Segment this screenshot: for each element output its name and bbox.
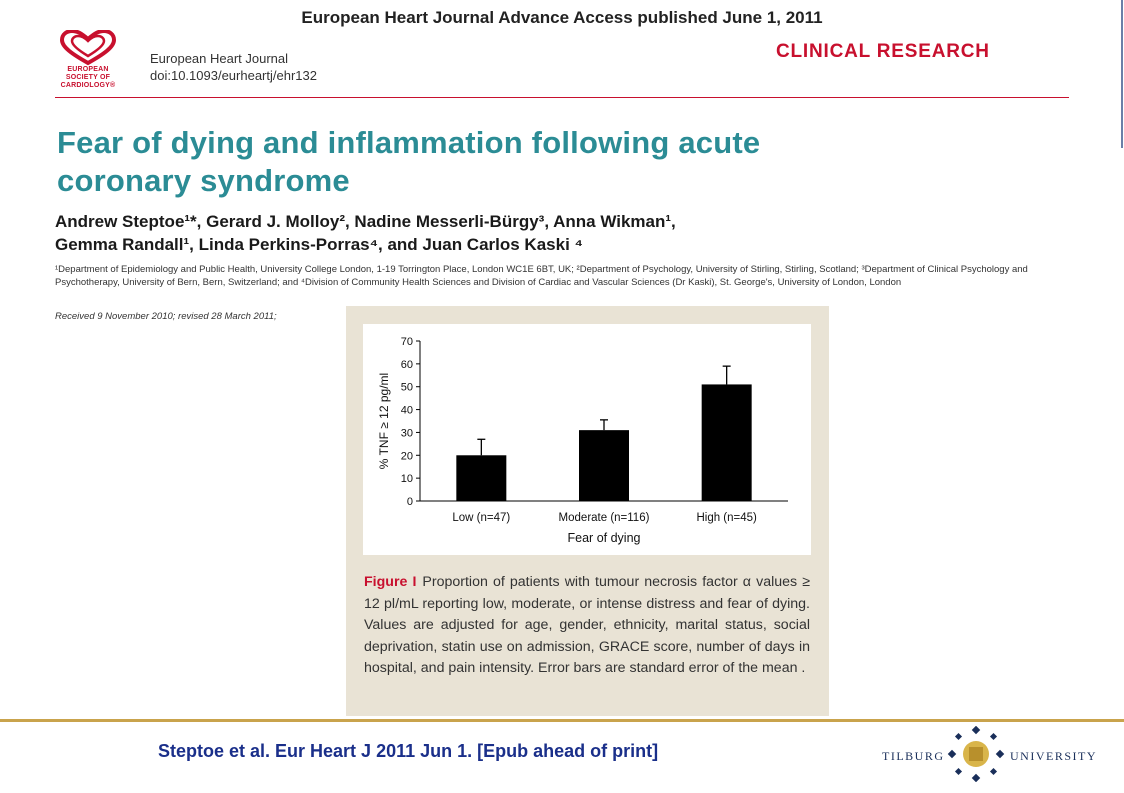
- x-axis-label: Fear of dying: [568, 531, 641, 545]
- authors-line-2: Gemma Randall¹, Linda Perkins-Porras⁴, a…: [55, 235, 583, 254]
- title-line-2: coronary syndrome: [57, 163, 350, 198]
- section-label: CLINICAL RESEARCH: [776, 41, 990, 62]
- tilburg-university-logo: TILBURG UNIVERSITY: [882, 726, 1096, 786]
- y-tick-label: 70: [401, 336, 413, 348]
- doi: doi:10.1093/eurheartj/ehr132: [150, 68, 317, 83]
- header-divider: [55, 97, 1069, 98]
- y-tick-label: 60: [401, 359, 413, 371]
- crest-icon: [947, 726, 1005, 782]
- y-tick-label: 0: [407, 496, 413, 508]
- y-tick-label: 30: [401, 427, 413, 439]
- journal-name: European Heart Journal: [150, 51, 289, 66]
- bar: [701, 384, 752, 501]
- x-tick-label: Moderate (n=116): [559, 512, 650, 524]
- y-tick-label: 10: [401, 473, 413, 485]
- university-name-left: TILBURG: [882, 749, 945, 763]
- y-tick-label: 20: [401, 450, 413, 462]
- bar: [456, 455, 507, 501]
- bar-chart: 0 10 20 30 40 50 60 70 Low (n=47) Moderate (n=116…: [377, 336, 788, 545]
- x-tick-label: Low (n=47): [452, 512, 510, 524]
- esc-logo: EUROPEAN SOCIETY OF CARDIOLOGY®: [52, 28, 124, 92]
- author-list: Andrew Steptoe¹*, Gerard J. Molloy², Nad…: [55, 210, 1075, 256]
- y-tick-label: 50: [401, 382, 413, 394]
- authors-line-1: Andrew Steptoe¹*, Gerard J. Molloy², Nad…: [55, 212, 676, 231]
- title-line-1: Fear of dying and inflammation following…: [57, 125, 761, 160]
- y-axis-label: % TNF ≥ 12 pg/ml: [377, 373, 391, 469]
- heart-logo-icon: [59, 28, 117, 66]
- figure-caption: Figure I Proportion of patients with tumo…: [364, 572, 810, 680]
- society-logo-text: EUROPEAN SOCIETY OF CARDIOLOGY®: [60, 66, 116, 89]
- received-dates: Received 9 November 2010; revised 28 Mar…: [55, 311, 277, 322]
- right-edge-bar: [1121, 0, 1123, 148]
- caption-text: Proportion of patients with tumour necro…: [364, 574, 810, 676]
- figure-label: Figure I: [364, 574, 417, 590]
- x-tick-label: High (n=45): [696, 512, 757, 524]
- footer-divider: [0, 719, 1124, 722]
- paper-title: Fear of dying and inflammation following…: [57, 124, 1067, 200]
- bar: [579, 430, 629, 501]
- affiliations: ¹Department of Epidemiology and Public H…: [55, 264, 1028, 288]
- chart-container: 0 10 20 30 40 50 60 70 Low (n=47) Moderate (n=116…: [363, 324, 811, 555]
- university-name-right: UNIVERSITY: [1010, 749, 1097, 763]
- journal-info: European Heart Journal doi:10.1093/eurhe…: [150, 50, 317, 84]
- citation: Steptoe et al. Eur Heart J 2011 Jun 1. […: [158, 741, 659, 761]
- advance-access-banner: European Heart Journal Advance Access pu…: [301, 8, 823, 27]
- y-tick-label: 40: [401, 405, 413, 417]
